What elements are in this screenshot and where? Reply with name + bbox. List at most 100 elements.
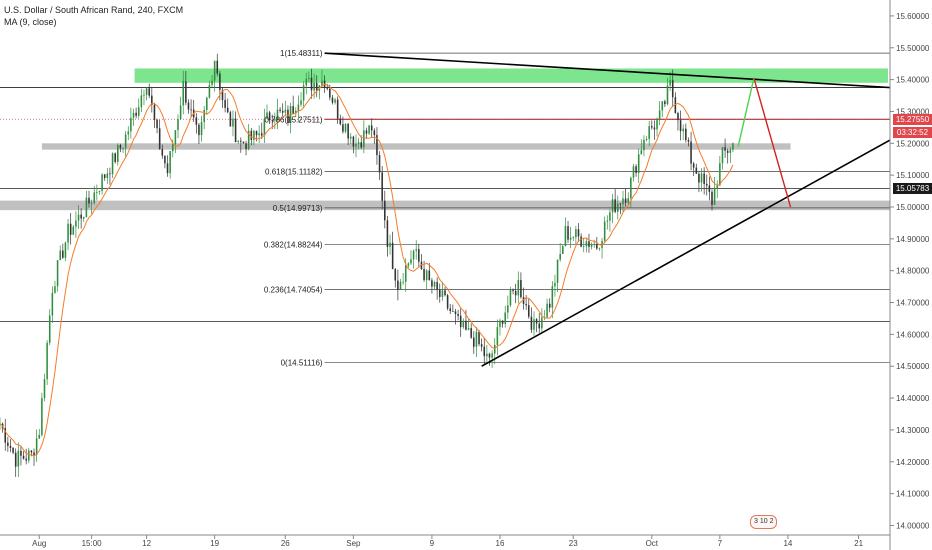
candle-body <box>517 280 520 296</box>
candle-body <box>726 150 729 153</box>
events-badge[interactable]: 3 10 2 <box>750 515 778 529</box>
candle-body <box>627 198 630 203</box>
resistance-zone[interactable] <box>134 68 888 83</box>
indicator-label[interactable]: MA (9, close) <box>4 17 57 27</box>
candle-body <box>504 312 506 324</box>
candle-body <box>671 80 674 98</box>
candle-body <box>287 109 289 123</box>
y-axis[interactable]: 14.00000 14.10000 14.20000 14.30000 14.40000… <box>889 0 930 550</box>
candle-body <box>62 250 64 258</box>
candle-body <box>363 130 365 148</box>
candle-body <box>313 82 315 91</box>
price-tag: 15.27550 <box>893 113 932 125</box>
candle-body <box>308 77 310 79</box>
candle-body <box>336 99 339 119</box>
candle-body <box>357 142 360 144</box>
candle-body <box>677 112 679 121</box>
support-zone[interactable] <box>41 143 791 150</box>
y-tick-label: 14.00000 <box>896 521 930 530</box>
candle-body <box>658 110 661 119</box>
candle-body <box>85 197 88 217</box>
candle-body <box>75 220 77 227</box>
candle-body <box>206 97 208 110</box>
candle-body <box>245 143 247 150</box>
candle-body <box>145 88 148 95</box>
candle-body <box>54 286 56 293</box>
candle-body <box>35 438 38 455</box>
candle-body <box>433 282 436 287</box>
chart-legend: U.S. Dollar / South African Rand, 240, F… <box>4 4 183 28</box>
candle-body <box>200 122 203 136</box>
candle-body <box>412 250 415 260</box>
candle-body <box>232 118 234 127</box>
candle-body <box>213 60 216 81</box>
candle-body <box>425 270 428 281</box>
moving-average-line[interactable] <box>0 83 734 457</box>
candle-body <box>219 73 221 90</box>
candle-body <box>622 198 624 205</box>
candle-body <box>664 101 666 105</box>
fib-level-label: 0(14.51116) <box>281 359 323 368</box>
candle-body <box>669 80 671 86</box>
y-tick-label: 14.50000 <box>896 362 930 371</box>
x-tick-label: 26 <box>281 539 290 548</box>
candle-body <box>404 265 407 282</box>
candle-body <box>331 97 334 103</box>
candle-body <box>9 445 12 448</box>
candle-body <box>370 125 373 131</box>
candle-body <box>258 133 260 136</box>
support-zone[interactable] <box>0 200 890 211</box>
candle-body <box>616 203 619 212</box>
candle-body <box>496 327 499 345</box>
candle-body <box>593 243 595 245</box>
candle-body <box>520 280 522 298</box>
candle-body <box>397 280 399 290</box>
candle-body <box>300 100 302 105</box>
candle-body <box>674 97 677 113</box>
candle-body <box>711 191 713 205</box>
candle-body <box>695 167 698 174</box>
candle-body <box>418 249 420 262</box>
x-axis[interactable]: Aug 15:00 12 19 26 Sep 9 16 23 Oct 7 14 21 <box>0 534 890 548</box>
candle-body <box>431 280 433 287</box>
candle-body <box>334 99 336 103</box>
candle-body <box>43 379 46 398</box>
candle-body <box>342 124 344 132</box>
candle-body <box>614 199 616 212</box>
y-tick-label: 15.60000 <box>896 12 930 21</box>
candle-body <box>410 259 412 264</box>
candle-body <box>546 303 548 318</box>
candle-body <box>535 319 538 324</box>
candle-body <box>705 184 708 186</box>
candle-body <box>349 136 352 139</box>
candle-body <box>462 320 465 328</box>
x-tick-label: 15:00 <box>82 539 103 548</box>
projection-up-line[interactable] <box>737 77 755 147</box>
candle-body <box>177 119 179 131</box>
candle-body <box>96 192 98 193</box>
candle-body <box>719 163 721 186</box>
projection-down-line[interactable] <box>753 77 792 208</box>
candle-body <box>17 450 20 467</box>
candle-body <box>25 458 27 461</box>
candle-body <box>80 214 82 219</box>
candle-body <box>457 314 459 316</box>
candle-body <box>292 106 294 114</box>
candle-body <box>51 292 54 316</box>
candle-body <box>606 220 609 222</box>
drawings-layer[interactable] <box>324 52 891 367</box>
candle-body <box>585 241 588 247</box>
candle-body <box>56 260 59 287</box>
candle-body <box>234 118 237 143</box>
candle-body <box>596 243 598 249</box>
trendline[interactable] <box>324 52 891 89</box>
trendline[interactable] <box>481 139 891 367</box>
candle-body <box>582 246 585 248</box>
x-tick-label: 23 <box>569 539 578 548</box>
symbol-title[interactable]: U.S. Dollar / South African Rand, 240, F… <box>4 5 184 15</box>
candle-body <box>64 242 67 258</box>
candle-body <box>93 192 96 204</box>
candle-body <box>402 281 404 283</box>
candle-body <box>522 297 525 305</box>
